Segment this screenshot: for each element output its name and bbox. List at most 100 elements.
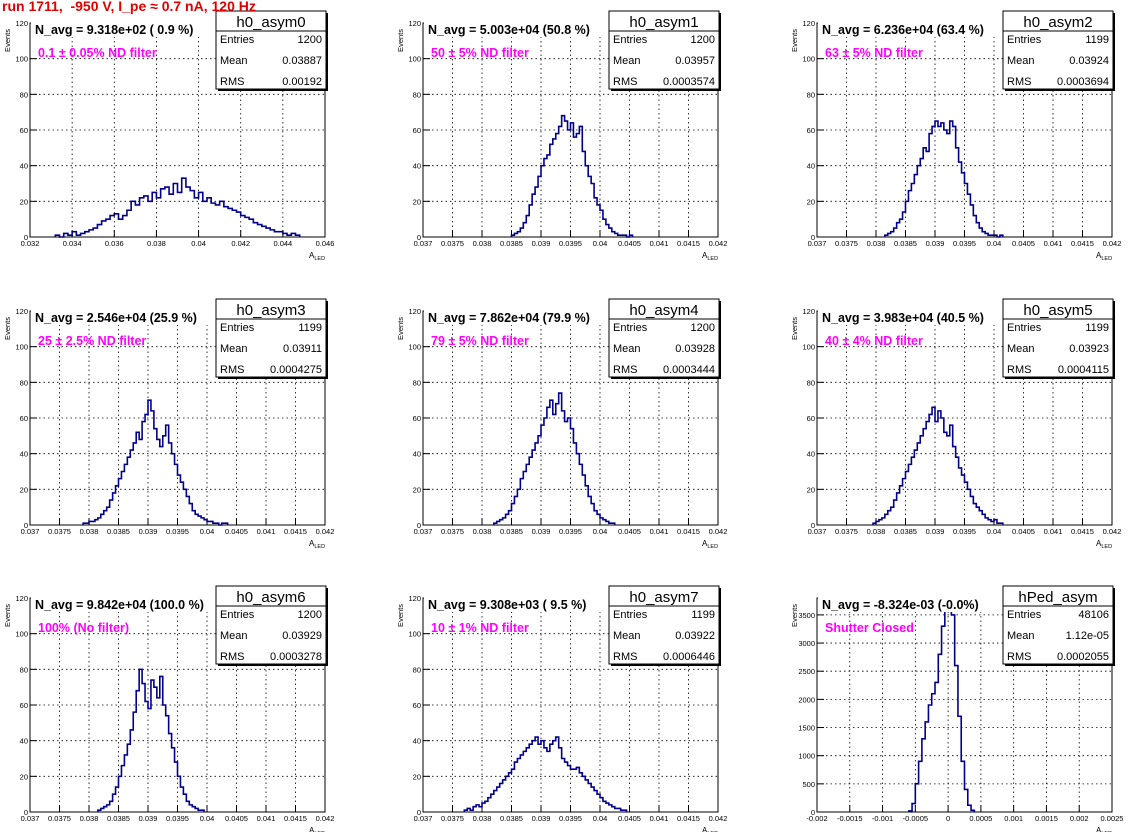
x-tick-label: 0.0385 [500, 814, 523, 823]
y-tick-label: 60 [20, 414, 28, 423]
y-tick-label: 120 [15, 307, 28, 316]
x-tick-label: 0.0005 [969, 814, 992, 823]
x-tick-label: 0.037 [414, 527, 433, 536]
x-tick-label: 0.041 [257, 527, 276, 536]
y-tick-label: 80 [413, 378, 421, 387]
x-tick-label: 0.0375 [48, 527, 71, 536]
y-tick-label: 1000 [798, 752, 815, 761]
histogram-title: N_avg = 9.318e+02 ( 0.9 %) [35, 23, 193, 37]
y-tick-label: 60 [807, 414, 815, 423]
y-tick-label: 120 [408, 19, 421, 28]
x-tick-label: 0.038 [80, 814, 99, 823]
x-tick-label: 0.0405 [225, 814, 248, 823]
stat-value-mean: 0.03929 [282, 630, 322, 642]
x-tick-label: 0.041 [1044, 239, 1063, 248]
x-tick-label: 0.039 [926, 239, 945, 248]
y-axis-title: Events [396, 317, 405, 340]
stat-value-mean: 1.12e-05 [1066, 630, 1109, 642]
y-tick-label: 2000 [798, 695, 815, 704]
y-axis-title: Events [3, 29, 12, 52]
histogram-line [907, 597, 976, 812]
y-tick-label: 20 [413, 485, 421, 494]
x-axis-title: ALED [702, 826, 718, 832]
stat-value-rms: 0.00192 [282, 76, 322, 88]
x-tick-label: 0.0395 [953, 527, 976, 536]
y-tick-label: 3500 [798, 611, 815, 620]
stats-box [215, 585, 327, 665]
stat-label-entries: Entries [613, 609, 648, 621]
stat-value-rms: 0.0006446 [663, 651, 715, 663]
x-tick-label: 0.038 [867, 527, 886, 536]
stat-label-rms: RMS [220, 364, 244, 376]
x-tick-label: 0.037 [21, 527, 40, 536]
y-tick-label: 20 [807, 197, 815, 206]
y-tick-label: 60 [20, 701, 28, 710]
y-tick-label: 40 [20, 162, 28, 171]
y-tick-label: 20 [413, 772, 421, 781]
x-tick-label: 0.0415 [677, 239, 700, 248]
y-tick-label: 80 [20, 665, 28, 674]
x-tick-label: 0.042 [1103, 527, 1122, 536]
x-tick-label: 0.041 [1044, 527, 1063, 536]
x-axis-subscript: LED [1101, 256, 1112, 262]
stat-value-entries: 1199 [298, 322, 322, 334]
y-tick-label: 120 [408, 594, 421, 603]
x-tick-label: 0.037 [808, 527, 827, 536]
y-tick-label: 100 [408, 630, 421, 639]
y-tick-label: 0 [811, 233, 815, 242]
stat-value-mean: 0.03957 [675, 55, 715, 67]
y-tick-label: 80 [807, 90, 815, 99]
x-tick-label: 0.0405 [225, 527, 248, 536]
x-tick-label: -0.0015 [837, 814, 862, 823]
filter-note: 40 ± 4% ND filter [825, 334, 923, 348]
histogram-title: N_avg = 6.236e+04 (63.4 %) [822, 23, 984, 37]
x-axis-subscript: LED [707, 256, 718, 262]
x-tick-label: 0.042 [709, 527, 728, 536]
x-tick-label: 0.0375 [48, 814, 71, 823]
histogram-line [97, 668, 205, 812]
stat-value-mean: 0.03922 [675, 630, 715, 642]
x-tick-label: 0.0385 [107, 814, 130, 823]
stat-label-mean: Mean [220, 55, 248, 67]
histogram-name: h0_asym4 [629, 302, 698, 319]
x-axis-title: ALED [309, 826, 325, 832]
y-tick-label: 20 [413, 197, 421, 206]
stat-label-entries: Entries [1007, 609, 1042, 621]
x-tick-label: 0.0415 [1071, 527, 1094, 536]
stats-box [1002, 10, 1114, 90]
stats-box [608, 585, 720, 665]
stat-value-mean: 0.03887 [282, 55, 322, 67]
x-tick-label: 0.039 [139, 527, 158, 536]
y-axis-title: Events [790, 29, 799, 52]
histogram-name: h0_asym2 [1023, 14, 1092, 31]
x-tick-label: 0.0415 [677, 527, 700, 536]
x-tick-label: 0.039 [532, 527, 551, 536]
histogram-name: h0_asym0 [236, 14, 305, 31]
x-tick-label: 0.0395 [166, 527, 189, 536]
y-tick-label: 60 [413, 414, 421, 423]
x-tick-label: 0.038 [473, 814, 492, 823]
x-tick-label: 0.04 [987, 239, 1002, 248]
x-tick-label: 0.037 [414, 239, 433, 248]
stat-value-mean: 0.03928 [675, 343, 715, 355]
stat-value-entries: 1200 [298, 34, 322, 46]
y-tick-label: 120 [802, 19, 815, 28]
stat-label-rms: RMS [1007, 651, 1031, 663]
filter-note: 100% (No filter) [38, 621, 129, 635]
x-tick-label: 0.04 [593, 239, 608, 248]
page-title: run 1711, -950 V, I_pe ≈ 0.7 nA, 120 Hz [2, 0, 256, 14]
y-tick-label: 100 [408, 55, 421, 64]
histogram-panel-h0_asym6: 0.037 0.0375 0.038 0.0385 0.039 0.0395 0.04 0.0… [3, 585, 334, 832]
y-tick-label: 0 [417, 808, 421, 817]
y-tick-label: 120 [15, 594, 28, 603]
y-tick-label: 3000 [798, 639, 815, 648]
x-tick-label: 0.0385 [894, 239, 917, 248]
x-axis-subscript: LED [707, 544, 718, 550]
stat-value-entries: 1200 [691, 322, 715, 334]
y-tick-label: 20 [20, 197, 28, 206]
y-tick-label: 1500 [798, 724, 815, 733]
y-tick-label: 2500 [798, 667, 815, 676]
x-tick-label: 0.044 [273, 239, 292, 248]
y-tick-label: 80 [413, 665, 421, 674]
histogram-name: h0_asym3 [236, 302, 305, 319]
